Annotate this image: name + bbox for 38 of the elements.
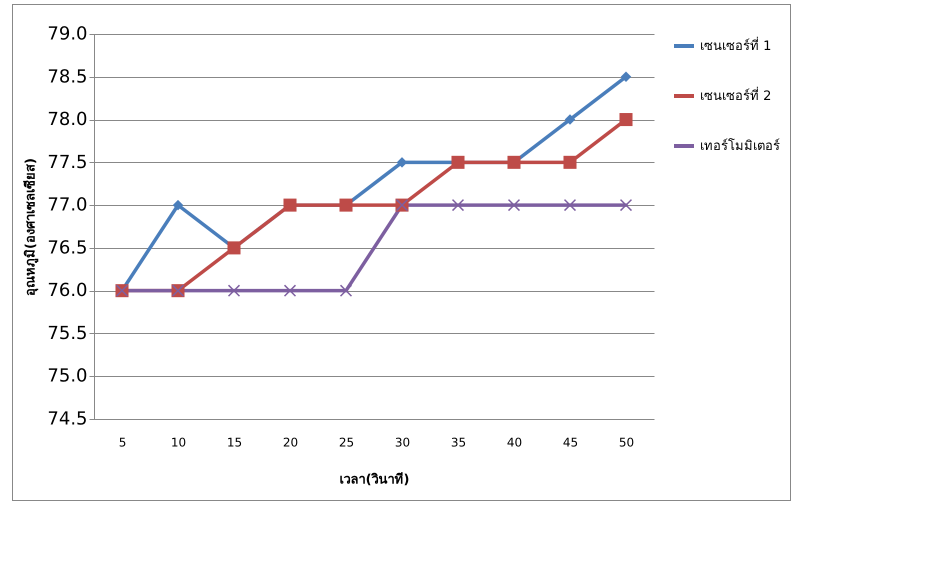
legend-label: เซนเซอร์ที่ 1 — [700, 37, 772, 54]
x-tick-label: 5 — [118, 436, 126, 450]
y-tick-label: 76.5 — [47, 237, 88, 258]
x-axis-title: เวลา(วินาที) — [340, 472, 410, 488]
point — [620, 198, 632, 212]
legend-label: เทอร์โมมิเตอร์ — [700, 138, 780, 154]
point — [340, 284, 352, 297]
y-tick-label: 78.5 — [47, 66, 88, 88]
y-tick-label: 77.5 — [47, 152, 88, 173]
legend-label: เซนเซอร์ที่ 2 — [700, 87, 772, 104]
x-tick-label: 30 — [394, 436, 410, 450]
x-tick-label: 35 — [450, 436, 466, 450]
x-tick-label: 20 — [282, 436, 298, 450]
point — [228, 284, 240, 297]
point — [172, 200, 184, 210]
x-tick-label: 25 — [338, 436, 354, 450]
x-tick-label: 45 — [562, 436, 578, 450]
x-tick-label: 40 — [506, 436, 522, 450]
point — [284, 284, 296, 297]
y-tick-label: 77.0 — [47, 194, 88, 216]
point — [619, 113, 633, 126]
point — [620, 72, 632, 82]
point — [396, 157, 408, 168]
y-tick-label: 75.0 — [47, 366, 88, 387]
y-tick-label: 76.0 — [47, 280, 88, 302]
y-tick-label: 79.0 — [47, 24, 88, 44]
point — [564, 114, 576, 125]
y-axis-title: อุณหภูมิ(องศาเซลเซียส) — [22, 158, 38, 296]
point — [564, 198, 576, 212]
x-tick-label: 50 — [618, 436, 634, 450]
y-tick-label: 78.0 — [47, 109, 88, 130]
point — [452, 198, 464, 212]
x-tick-label: 15 — [226, 436, 242, 450]
x-tick-label: 10 — [170, 436, 186, 450]
y-tick-label: 74.5 — [47, 408, 88, 430]
y-tick-label: 75.5 — [47, 322, 88, 344]
point — [563, 156, 577, 169]
point — [508, 198, 520, 212]
